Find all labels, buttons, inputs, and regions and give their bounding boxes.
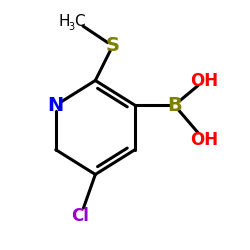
Text: H: H [59,14,70,29]
Text: N: N [48,96,64,115]
Text: OH: OH [190,131,218,149]
Text: OH: OH [190,72,218,90]
Text: S: S [106,36,120,56]
Text: B: B [167,96,182,115]
Text: Cl: Cl [72,208,90,226]
Text: C: C [74,14,85,29]
Text: 3: 3 [69,22,75,32]
